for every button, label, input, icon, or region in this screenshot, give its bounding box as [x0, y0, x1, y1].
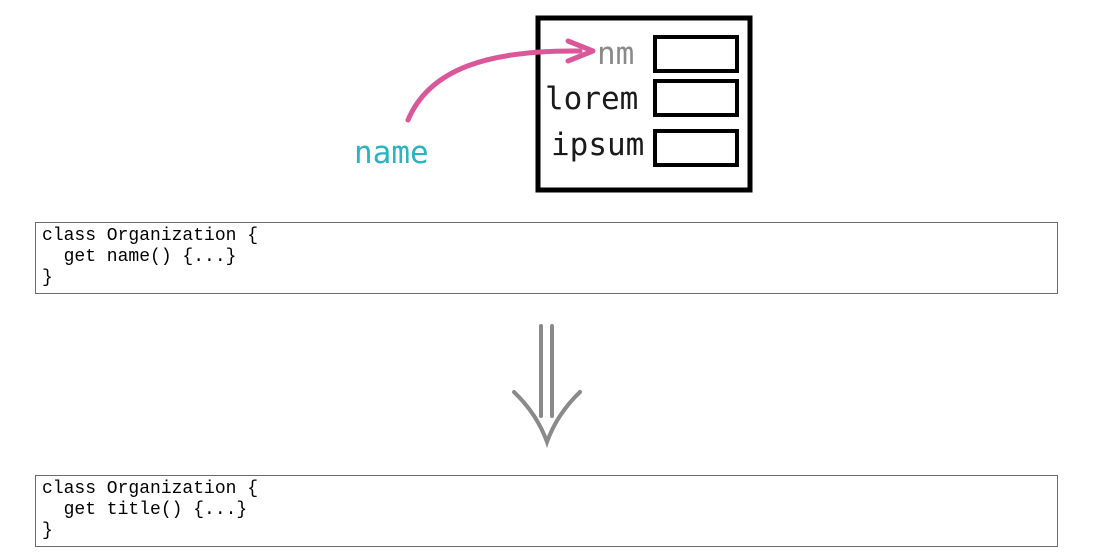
field-slot-lorem	[653, 79, 739, 117]
double-down-arrow-icon	[512, 324, 582, 448]
field-slot-ipsum	[653, 129, 739, 167]
code-line: class Organization {	[42, 479, 259, 499]
record-diagram: nm lorem ipsum name	[354, 15, 753, 193]
pointer-arrow	[405, 48, 583, 123]
field-label-lorem: lorem	[545, 81, 638, 117]
field-label-ipsum: ipsum	[551, 127, 644, 163]
code-after-box: class Organization { get title() {...}}	[35, 475, 1058, 547]
code-line: class Organization {	[42, 226, 259, 246]
pointer-arrow-head	[565, 38, 596, 64]
field-slot-nm	[653, 35, 739, 73]
code-before-box: class Organization { get name() {...}}	[35, 222, 1058, 294]
code-line: get title() {...}	[42, 500, 248, 520]
field-label-nm: nm	[597, 36, 634, 72]
code-line: get name() {...}	[42, 247, 237, 267]
code-line: }	[42, 521, 53, 541]
accessor-label: name	[354, 135, 429, 171]
code-line: }	[42, 268, 53, 288]
record-frame	[535, 15, 753, 193]
